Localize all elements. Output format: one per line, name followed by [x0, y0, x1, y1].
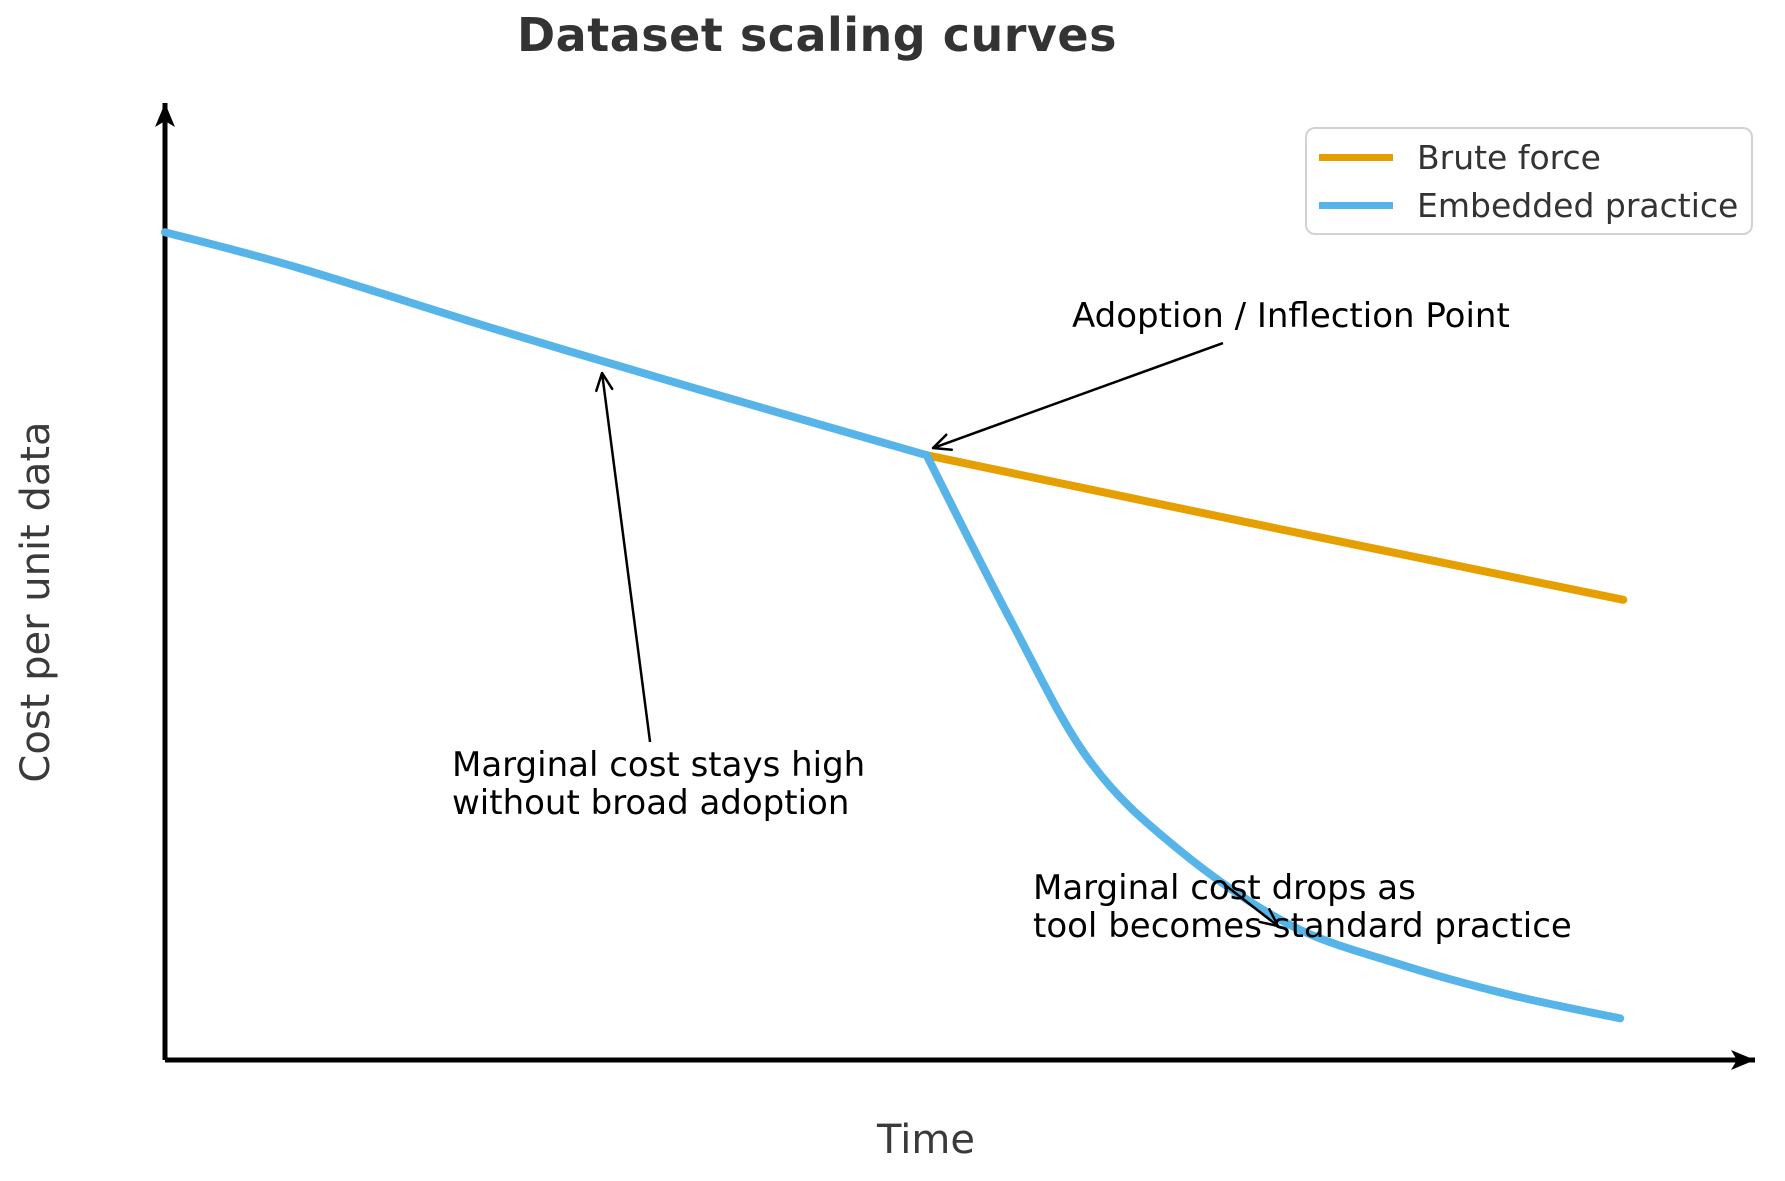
- annotation-arrow-drops: [1224, 883, 1280, 928]
- x-axis-label: Time: [877, 1117, 975, 1163]
- y-axis-label: Cost per unit data: [13, 421, 59, 783]
- series-line-brute-force: [922, 451, 1628, 604]
- chart-title: Dataset scaling curves: [516, 8, 1117, 62]
- annotation-inflection-point: Adoption / Inflection Point: [1072, 297, 1510, 335]
- annotation-line: tool becomes standard practice: [1033, 906, 1572, 946]
- annotation-line: Marginal cost stays high: [452, 745, 866, 785]
- legend-swatch-brute-force: [1319, 153, 1393, 161]
- annotation-line: Marginal cost drops as: [1033, 868, 1416, 908]
- annotation-stays-high: Marginal cost stays high without broad a…: [452, 746, 865, 822]
- series-layer: [161, 228, 1628, 1023]
- annotation-line: without broad adoption: [452, 783, 850, 823]
- legend-swatch-embedded-practice: [1319, 201, 1393, 209]
- annotation-arrow-inflection: [931, 341, 1224, 452]
- series-line-embedded-practice: [161, 228, 1625, 1023]
- legend: Brute force Embedded practice: [1305, 127, 1753, 235]
- legend-label-embedded-practice: Embedded practice: [1417, 185, 1739, 225]
- legend-label-brute-force: Brute force: [1417, 137, 1601, 177]
- annotation-arrow-layer: [595, 341, 1280, 928]
- legend-entry-brute-force: Brute force: [1319, 135, 1733, 179]
- annotation-line: Adoption / Inflection Point: [1072, 296, 1510, 336]
- annotation-arrow-stays-high: [595, 371, 652, 743]
- annotation-drops: Marginal cost drops as tool becomes stan…: [1033, 869, 1572, 945]
- legend-entry-embedded-practice: Embedded practice: [1319, 183, 1738, 227]
